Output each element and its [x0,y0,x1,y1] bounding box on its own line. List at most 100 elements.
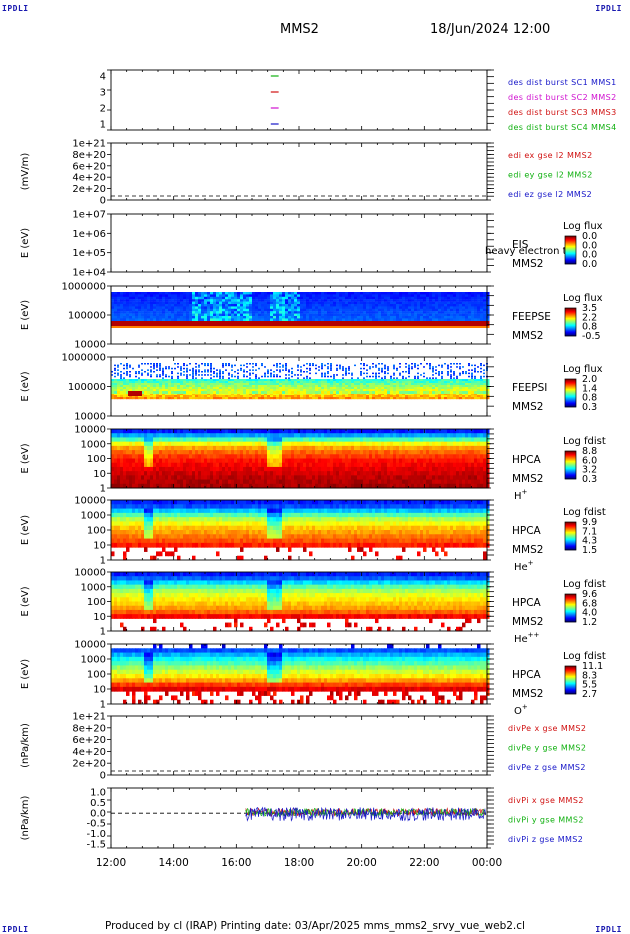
heatmap-cell [129,450,133,455]
heatmap-cell [450,389,454,392]
heatmap-cell [120,454,124,459]
heatmap-cell [339,296,343,300]
heatmap-cell [369,296,373,300]
heatmap-cell [126,311,130,314]
heatmap-cell [201,377,203,379]
heatmap-cell [486,321,490,326]
heatmap-cell [177,445,181,451]
heatmap-cell [141,391,145,394]
heatmap-cell [258,316,262,319]
heatmap-cell [399,304,403,307]
heatmap-cell [399,326,403,328]
colorbar-cell [565,323,576,325]
heatmap-cell [435,326,439,328]
heatmap-cell [300,397,304,400]
heatmap-cell [231,387,235,390]
heatmap-cell [312,299,316,302]
heatmap-cell [369,395,373,398]
heatmap-cell [408,391,412,394]
heatmap-cell [177,483,181,489]
heatmap-cell [147,458,151,464]
heatmap-cell [381,321,385,326]
heatmap-cell [441,371,443,373]
heatmap-cell [189,313,193,317]
heatmap-cell [285,385,289,388]
axis-ticks [107,285,494,345]
heatmap-cell [180,471,184,476]
heatmap-cell [126,379,130,382]
heatmap-cell [198,433,202,438]
heatmap-cell [141,389,145,392]
heatmap-cell [267,395,271,398]
heatmap-cell [177,479,181,485]
heatmap-cell [159,374,161,376]
heatmap-cell [321,318,325,321]
heatmap-cell [225,318,229,321]
heatmap-cell [435,321,439,326]
heatmap-cell [480,381,484,384]
heatmap-cell [228,292,232,295]
heatmap-cell [186,395,190,398]
heatmap-cell [135,308,139,312]
heatmap-cell [315,389,319,392]
heatmap-cell [396,367,398,370]
heatmap-cell [180,395,184,398]
heatmap-cell [375,374,377,376]
heatmap-cell [189,296,193,300]
heatmap-cell [114,308,118,312]
heatmap-cell [240,367,242,370]
heatmap-cell [297,308,301,312]
heatmap-cell [207,466,211,472]
heatmap-cell [171,313,175,317]
heatmap-cell [315,299,319,302]
heatmap-cell [408,308,412,312]
heatmap-cell [432,306,436,309]
heatmap-cell [288,294,292,297]
heatmap-cell [183,381,187,384]
heatmap-cell [366,383,370,386]
heatmap-cell [264,385,268,388]
heatmap-cell [417,381,421,384]
heatmap-cell [144,381,148,384]
heatmap-cell [399,308,403,312]
heatmap-cell [231,318,235,321]
heatmap-cell [231,397,235,400]
heatmap-cell [174,326,178,328]
heatmap-cell [315,292,319,295]
colorbar-cell [565,244,576,246]
heatmap-cell [462,321,466,326]
heatmap-cell [354,364,356,367]
heatmap-cell [339,304,343,307]
heatmap-cell [474,385,478,388]
heatmap-cell [444,363,446,365]
heatmap-cell [369,397,373,400]
heatmap-cell [450,313,454,317]
heatmap-cell [288,379,292,382]
heatmap-cell [420,306,424,309]
heatmap-cell [372,366,374,368]
heatmap-cell [144,454,148,459]
heatmap-cell [312,301,316,305]
heatmap-cell [456,292,460,295]
heatmap-cell [267,389,271,392]
heatmap-cell [210,371,212,373]
heatmap-cell [369,308,373,312]
heatmap-cell [198,387,202,390]
heatmap-cell [354,306,358,309]
heatmap-cell [213,395,217,398]
heatmap-cell [219,375,221,378]
heatmap-cell [303,316,307,319]
heatmap-cell [324,296,328,300]
heatmap-cell [225,311,229,314]
heatmap-cell [267,383,271,386]
heatmap-cell [270,372,272,375]
heatmap-cell [396,391,400,394]
heatmap-cell [192,304,196,307]
heatmap-cell [435,377,437,379]
heatmap-cell [204,389,208,392]
heatmap-cell [342,313,346,317]
panel-dist-burst-legend: des dist burst SC4 MMS4 [508,123,617,132]
heatmap-cell [297,301,301,305]
heatmap-cell [339,306,343,309]
heatmap-cell [144,479,148,485]
